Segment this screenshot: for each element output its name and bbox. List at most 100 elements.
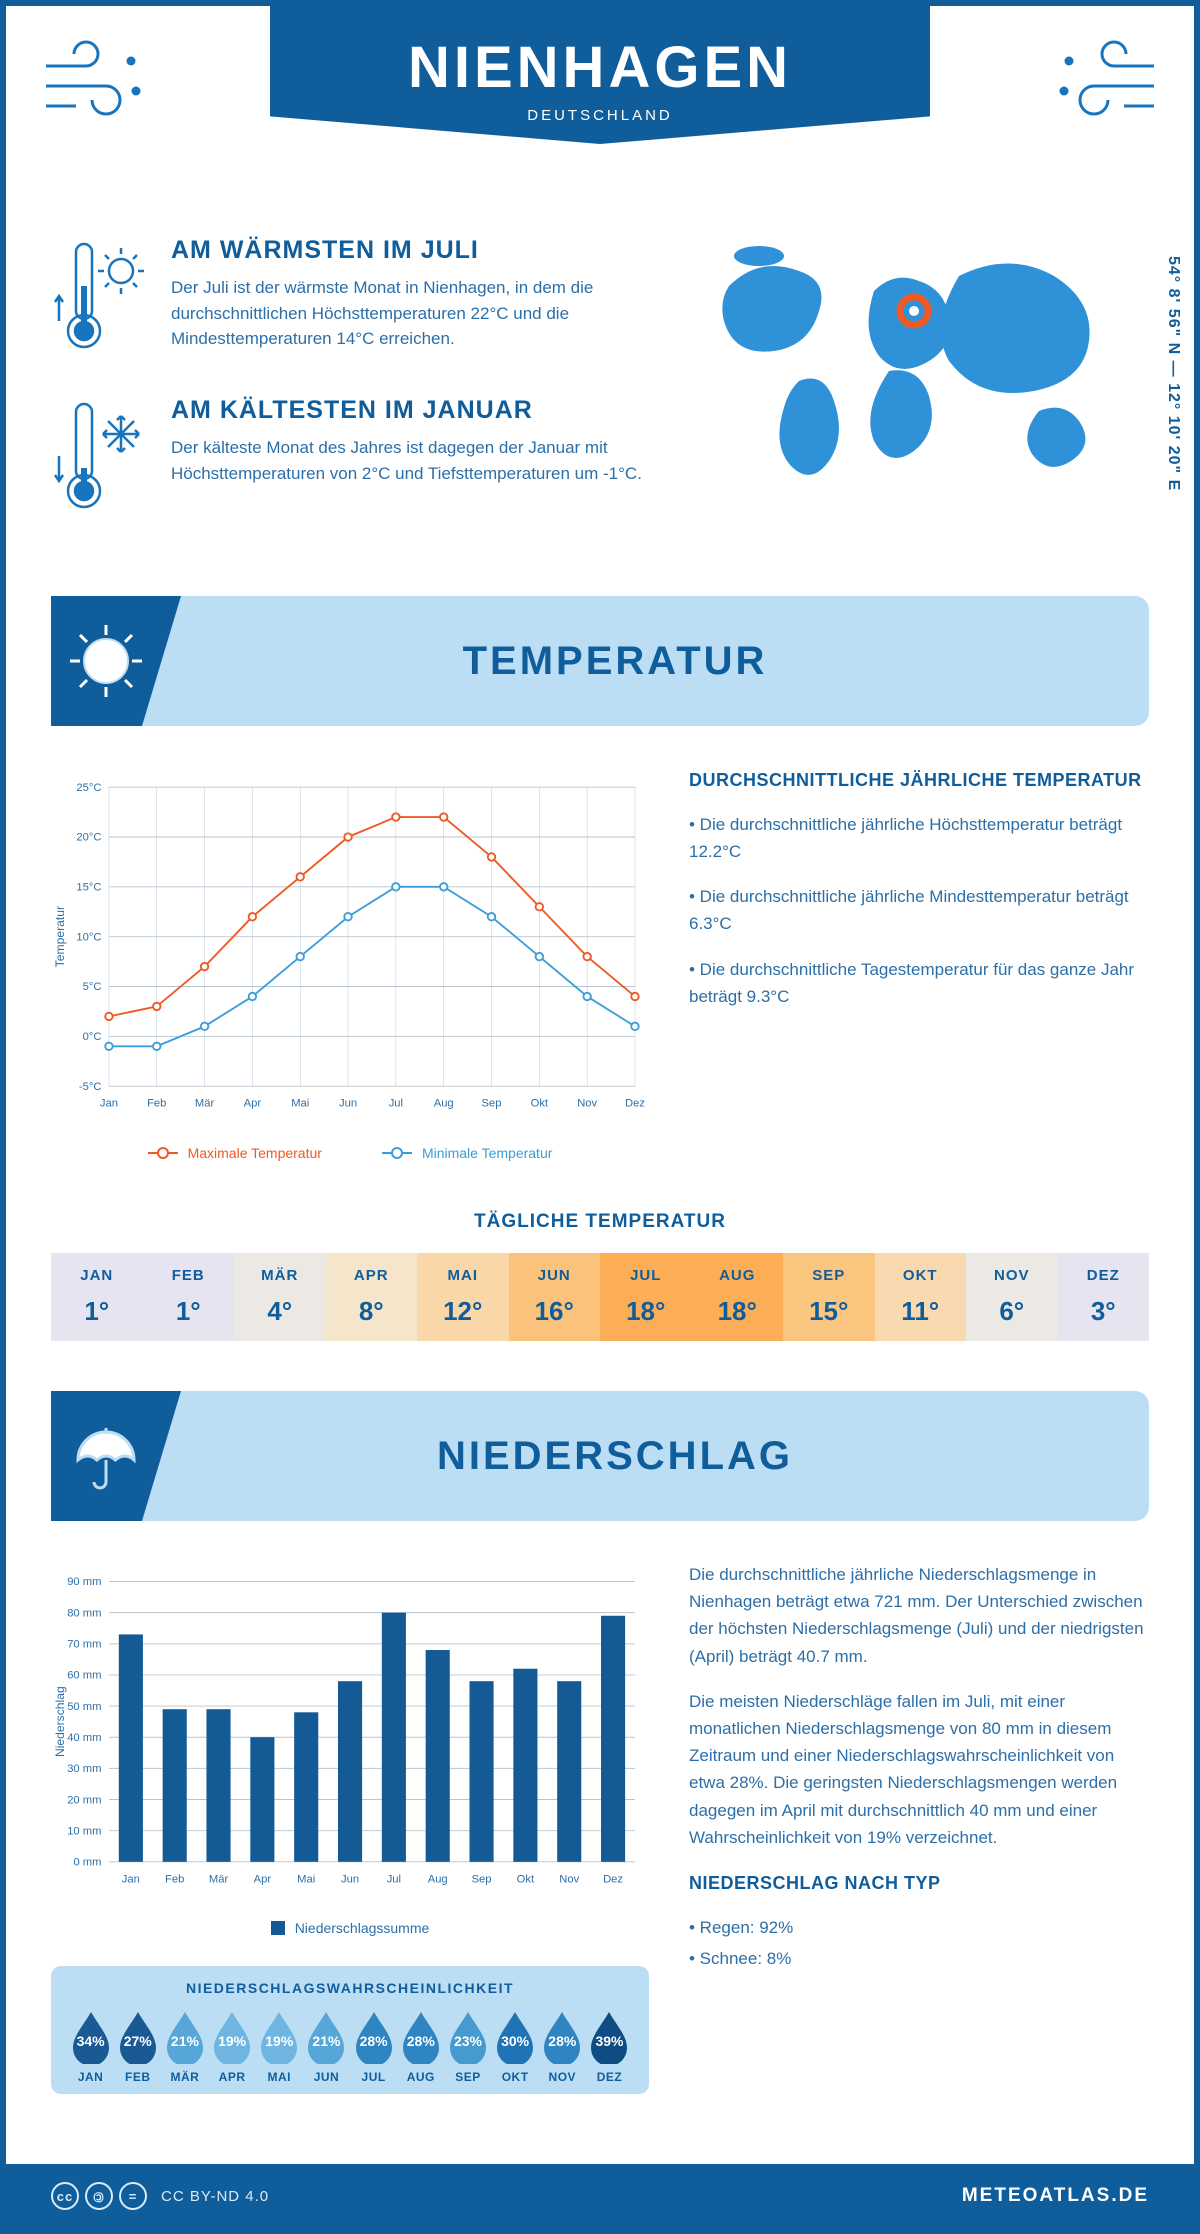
- license-label: CC BY-ND 4.0: [161, 2188, 269, 2205]
- precip-drop: 19% MAI: [256, 2010, 303, 2084]
- svg-text:Apr: Apr: [244, 1098, 262, 1110]
- temp-cell: APR 8°: [326, 1253, 418, 1341]
- svg-text:-5°C: -5°C: [79, 1081, 102, 1093]
- svg-text:Temperatur: Temperatur: [53, 906, 67, 967]
- svg-text:Mär: Mär: [209, 1873, 229, 1885]
- temp-cell: JAN 1°: [51, 1253, 143, 1341]
- section-header-precipitation: NIEDERSCHLAG: [51, 1391, 1149, 1521]
- temperature-line-chart: -5°C0°C5°C10°C15°C20°C25°CJanFebMärAprMa…: [51, 766, 649, 1161]
- temp-cell: JUN 16°: [509, 1253, 601, 1341]
- precip-drop: 21% JUN: [303, 2010, 350, 2084]
- precipitation-heading: NIEDERSCHLAG: [181, 1434, 1149, 1479]
- brand-label: METEOATLAS.DE: [962, 2185, 1149, 2207]
- annual-temp-b3: • Die durchschnittliche Tagestemperatur …: [689, 956, 1149, 1010]
- svg-text:Jan: Jan: [100, 1098, 118, 1110]
- precip-drop: 28% JUL: [350, 2010, 397, 2084]
- temp-cell: SEP 15°: [783, 1253, 875, 1341]
- annual-temp-b1: • Die durchschnittliche jährliche Höchst…: [689, 811, 1149, 865]
- svg-text:20 mm: 20 mm: [67, 1794, 101, 1806]
- svg-text:Feb: Feb: [165, 1873, 184, 1885]
- annual-temp-title: DURCHSCHNITTLICHE JÄHRLICHE TEMPERATUR: [689, 766, 1149, 795]
- wind-icon: [1049, 36, 1159, 131]
- temperature-content: -5°C0°C5°C10°C15°C20°C25°CJanFebMärAprMa…: [6, 726, 1194, 1201]
- precip-drop: 28% AUG: [397, 2010, 444, 2084]
- svg-text:10 mm: 10 mm: [67, 1825, 101, 1837]
- svg-text:Mai: Mai: [291, 1098, 309, 1110]
- footer: cc 🄯 = CC BY-ND 4.0 METEOATLAS.DE: [6, 2164, 1194, 2228]
- temperature-heading: TEMPERATUR: [181, 639, 1149, 684]
- precip-drop: 21% MÄR: [161, 2010, 208, 2084]
- svg-text:Niederschlag: Niederschlag: [53, 1686, 67, 1757]
- svg-text:70 mm: 70 mm: [67, 1639, 101, 1651]
- daily-temp-title: TÄGLICHE TEMPERATUR: [6, 1211, 1194, 1233]
- svg-text:Jul: Jul: [387, 1873, 401, 1885]
- temp-cell: FEB 1°: [143, 1253, 235, 1341]
- cc-icon: cc: [51, 2182, 79, 2210]
- bar-chart-legend: Niederschlagssumme: [51, 1920, 649, 1936]
- legend-marker-precip: [271, 1921, 285, 1935]
- svg-text:Mai: Mai: [297, 1873, 315, 1885]
- header: NIENHAGEN DEUTSCHLAND: [6, 6, 1194, 206]
- temperature-text: DURCHSCHNITTLICHE JÄHRLICHE TEMPERATUR •…: [689, 766, 1149, 1161]
- precip-prob-title: NIEDERSCHLAGSWAHRSCHEINLICHKEIT: [67, 1980, 633, 1996]
- precip-drop: 30% OKT: [492, 2010, 539, 2084]
- svg-text:Dez: Dez: [603, 1873, 623, 1885]
- coldest-block: AM KÄLTESTEN IM JANUAR Der kälteste Mona…: [51, 396, 649, 521]
- info-row: AM WÄRMSTEN IM JULI Der Juli ist der wär…: [6, 206, 1194, 596]
- precipitation-text: Die durchschnittliche jährliche Niedersc…: [689, 1561, 1149, 2094]
- thermometer-hot-icon: [51, 236, 151, 361]
- temp-cell: AUG 18°: [692, 1253, 784, 1341]
- coldest-title: AM KÄLTESTEN IM JANUAR: [171, 396, 649, 425]
- svg-text:Apr: Apr: [254, 1873, 272, 1885]
- svg-text:60 mm: 60 mm: [67, 1670, 101, 1682]
- line-chart-legend: Maximale Temperatur Minimale Temperatur: [51, 1145, 649, 1161]
- warmest-title: AM WÄRMSTEN IM JULI: [171, 236, 649, 265]
- svg-text:Nov: Nov: [559, 1873, 579, 1885]
- legend-max-label: Maximale Temperatur: [188, 1145, 322, 1161]
- page-frame: NIENHAGEN DEUTSCHLAND 54° 8' 56" N — 12°…: [0, 0, 1200, 2234]
- annual-temp-b2: • Die durchschnittliche jährliche Mindes…: [689, 883, 1149, 937]
- svg-text:40 mm: 40 mm: [67, 1732, 101, 1744]
- precip-drop: 28% NOV: [539, 2010, 586, 2084]
- svg-text:Jan: Jan: [122, 1873, 140, 1885]
- legend-marker-min: [382, 1152, 412, 1154]
- svg-text:25°C: 25°C: [76, 782, 101, 794]
- wind-icon: [41, 36, 151, 131]
- precip-p1: Die durchschnittliche jährliche Niedersc…: [689, 1561, 1149, 1670]
- precip-drop: 39% DEZ: [586, 2010, 633, 2084]
- precip-type-title: NIEDERSCHLAG NACH TYP: [689, 1869, 1149, 1898]
- precip-drop: 19% APR: [209, 2010, 256, 2084]
- precipitation-content: 0 mm10 mm20 mm30 mm40 mm50 mm60 mm70 mm8…: [6, 1521, 1194, 2134]
- svg-text:10°C: 10°C: [76, 931, 101, 943]
- svg-text:Sep: Sep: [472, 1873, 492, 1885]
- legend-marker-max: [148, 1152, 178, 1154]
- svg-text:0 mm: 0 mm: [73, 1857, 101, 1869]
- temp-cell: MÄR 4°: [234, 1253, 326, 1341]
- daily-temp-table: JAN 1° FEB 1° MÄR 4° APR 8° MAI 12° JUN …: [51, 1253, 1149, 1341]
- svg-text:50 mm: 50 mm: [67, 1701, 101, 1713]
- precip-drop: 23% SEP: [444, 2010, 491, 2084]
- coldest-body: Der kälteste Monat des Jahres ist dagege…: [171, 435, 649, 486]
- svg-text:Aug: Aug: [428, 1873, 448, 1885]
- temp-cell: MAI 12°: [417, 1253, 509, 1341]
- svg-text:Feb: Feb: [147, 1098, 166, 1110]
- svg-text:Jun: Jun: [339, 1098, 357, 1110]
- cc-by-icon: 🄯: [85, 2182, 113, 2210]
- temp-cell: NOV 6°: [966, 1253, 1058, 1341]
- cc-nd-icon: =: [119, 2182, 147, 2210]
- precip-b1: • Regen: 92%: [689, 1914, 1149, 1941]
- svg-text:Sep: Sep: [482, 1098, 502, 1110]
- svg-text:Mär: Mär: [195, 1098, 215, 1110]
- svg-text:Nov: Nov: [577, 1098, 597, 1110]
- cc-icons: cc 🄯 =: [51, 2182, 147, 2210]
- city-title: NIENHAGEN: [270, 34, 930, 101]
- precipitation-probability: NIEDERSCHLAGSWAHRSCHEINLICHKEIT 34% JAN …: [51, 1966, 649, 2094]
- precip-drop: 34% JAN: [67, 2010, 114, 2084]
- svg-text:20°C: 20°C: [76, 832, 101, 844]
- temp-cell: OKT 11°: [875, 1253, 967, 1341]
- thermometer-cold-icon: [51, 396, 151, 521]
- legend-min-label: Minimale Temperatur: [422, 1145, 552, 1161]
- precip-drop: 27% FEB: [114, 2010, 161, 2084]
- svg-text:Okt: Okt: [531, 1098, 549, 1110]
- title-banner: NIENHAGEN DEUTSCHLAND: [270, 6, 930, 144]
